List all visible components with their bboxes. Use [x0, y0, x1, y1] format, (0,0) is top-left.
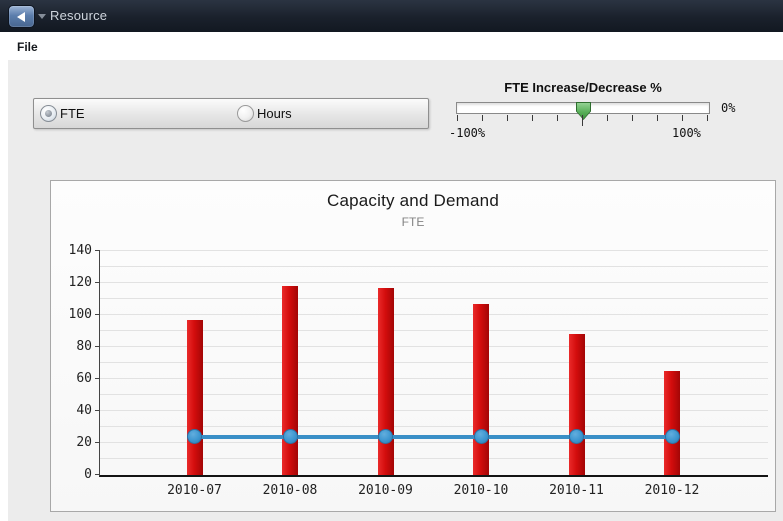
slider-tick-mark — [482, 115, 483, 121]
y-axis-tick — [95, 474, 100, 475]
bar-2010-08 — [282, 286, 298, 475]
y-axis-tick — [95, 442, 100, 443]
slider-tick-mark — [557, 115, 558, 121]
x-axis-label: 2010-08 — [263, 483, 318, 498]
y-axis-label: 100 — [54, 307, 92, 322]
y-axis-label: 80 — [54, 339, 92, 354]
y-axis-label: 60 — [54, 371, 92, 386]
menubar: File — [0, 32, 783, 60]
radio-option-hours[interactable]: Hours — [237, 99, 292, 128]
slider-value-label: 0% — [721, 101, 735, 115]
y-axis-label: 0 — [54, 467, 92, 482]
line-marker — [283, 429, 298, 444]
slider-tick-mark — [532, 115, 533, 121]
grid-line — [100, 282, 768, 283]
y-axis-tick — [95, 410, 100, 411]
slider-tick-mark — [607, 115, 608, 121]
chart-title: Capacity and Demand — [51, 191, 775, 211]
line-marker — [665, 429, 680, 444]
x-axis-label: 2010-07 — [167, 483, 222, 498]
page-title: Resource — [50, 8, 107, 23]
back-arrow-icon — [17, 12, 25, 22]
slider-tick-mark — [632, 115, 633, 121]
y-axis-label: 20 — [54, 435, 92, 450]
slider-tick-mark — [657, 115, 658, 121]
radio-option-fte[interactable]: FTE — [40, 99, 85, 128]
bar-2010-11 — [569, 334, 585, 475]
x-axis-label: 2010-11 — [549, 483, 604, 498]
grid-line — [100, 298, 768, 299]
x-axis-label: 2010-12 — [645, 483, 700, 498]
x-axis-label: 2010-10 — [454, 483, 509, 498]
bar-2010-09 — [378, 288, 394, 475]
slider-title: FTE Increase/Decrease % — [450, 80, 716, 95]
grid-line — [100, 250, 768, 251]
bar-2010-07 — [187, 320, 203, 475]
y-axis-tick — [95, 346, 100, 347]
slider-tick-mark — [682, 115, 683, 121]
chart-panel: Capacity and Demand FTE 0204060801001201… — [50, 180, 776, 512]
slider-tick-mark — [707, 115, 708, 121]
chart-subtitle: FTE — [51, 215, 775, 229]
grid-line — [100, 314, 768, 315]
grid-line — [100, 266, 768, 267]
radio-selected-icon[interactable] — [40, 105, 57, 122]
bar-2010-12 — [664, 371, 680, 475]
slider-min-label: -100% — [449, 126, 485, 140]
unit-toggle-group: FTE Hours — [33, 98, 429, 129]
slider-ticks — [457, 115, 708, 128]
bar-2010-10 — [473, 304, 489, 475]
chevron-down-icon[interactable] — [38, 14, 46, 19]
slider-max-label: 100% — [672, 126, 701, 140]
y-axis-tick — [95, 378, 100, 379]
back-button[interactable] — [8, 5, 35, 28]
titlebar: Resource — [0, 0, 783, 33]
y-axis-tick — [95, 250, 100, 251]
radio-fte-label: FTE — [60, 106, 85, 121]
y-axis-tick — [95, 314, 100, 315]
x-axis-label: 2010-09 — [358, 483, 413, 498]
y-axis-tick — [95, 282, 100, 283]
radio-hours-label: Hours — [257, 106, 292, 121]
slider-tick-mark — [507, 115, 508, 121]
line-series — [195, 435, 673, 439]
line-marker — [474, 429, 489, 444]
slider-tick-mark — [582, 115, 583, 126]
menu-file[interactable]: File — [17, 40, 38, 54]
radio-unselected-icon[interactable] — [237, 105, 254, 122]
slider-tick-mark — [457, 115, 458, 121]
y-axis-label: 120 — [54, 275, 92, 290]
y-axis-label: 40 — [54, 403, 92, 418]
plot-area: 0204060801001201402010-072010-082010-092… — [99, 251, 768, 477]
y-axis-label: 140 — [54, 243, 92, 258]
